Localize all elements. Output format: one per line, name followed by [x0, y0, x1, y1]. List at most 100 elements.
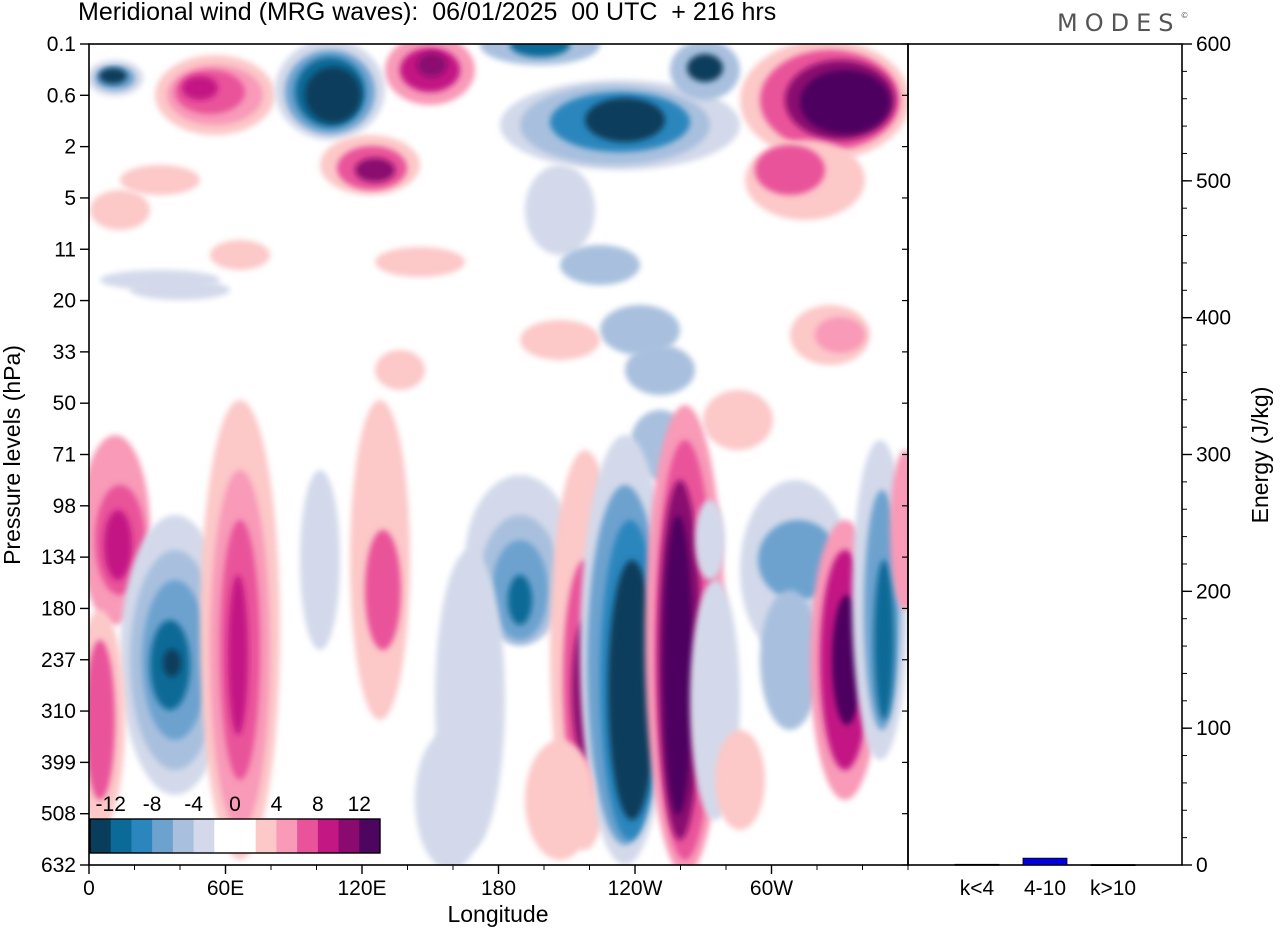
- y-tick-label: 20: [53, 290, 76, 313]
- y-tick-label: 71: [53, 444, 76, 467]
- y-tick-label: 508: [41, 803, 76, 826]
- energy-bar: [1022, 857, 1068, 866]
- contour-region: [99, 68, 127, 84]
- x-tick-label: 120W: [608, 877, 663, 900]
- colorbar-swatch: [110, 819, 132, 853]
- y-tick-label: 0.1: [47, 33, 76, 56]
- contour-region: [715, 730, 765, 830]
- energy-bar: [1090, 864, 1136, 866]
- contour-region: [760, 590, 820, 730]
- contour-region: [585, 98, 665, 142]
- colorbar-swatch: [193, 819, 215, 853]
- contour-region: [510, 44, 570, 57]
- energy-category-label: k>10: [1090, 877, 1136, 900]
- heatmap-x-axis: 0 60E 120E 180 120W 60W: [83, 865, 909, 900]
- contour-region: [375, 247, 465, 277]
- contour-region: [90, 190, 150, 230]
- contour-region: [375, 350, 425, 390]
- colorbar-label: 0: [229, 793, 241, 816]
- y-tick-label: 237: [41, 649, 76, 672]
- heatmap-y-axis-title: Pressure levels (hPa): [0, 345, 25, 565]
- y-tick-label: 33: [53, 341, 76, 364]
- colorbar-swatch: [131, 819, 153, 853]
- contour-region: [755, 145, 825, 195]
- contour-region: [608, 560, 656, 820]
- contour-region: [104, 510, 132, 580]
- contour-region: [520, 320, 600, 360]
- colorbar-label: -8: [143, 793, 162, 816]
- energy-bar: [954, 863, 1000, 866]
- energy-panel: 0 100 200 300 400 500 600 k<4 4-10 k>10 Energy (…: [907, 33, 1273, 900]
- energy-y-tick-label: 600: [1196, 33, 1231, 56]
- colorbar-label: 8: [312, 793, 324, 816]
- contour-region: [663, 515, 693, 815]
- contour-region: [525, 165, 595, 255]
- energy-y-tick-label: 400: [1196, 307, 1231, 330]
- energy-category-label: 4-10: [1024, 877, 1066, 900]
- contour-region: [687, 54, 723, 82]
- energy-y-tick-label: 300: [1196, 444, 1231, 467]
- energy-y-tick-label: 200: [1196, 580, 1231, 603]
- contour-region: [355, 158, 395, 182]
- contour-region: [89, 640, 115, 800]
- energy-y-tick-label: 500: [1196, 170, 1231, 193]
- colorbar-swatch: [214, 819, 236, 853]
- x-tick-label: 60E: [207, 877, 244, 900]
- contour-region: [182, 76, 218, 100]
- contour-region: [415, 730, 485, 865]
- heatmap-y-axis: 0.1 0.6 2 5 11 20 33 50 71 98 134 180 237 310 399 508 63…: [41, 33, 908, 877]
- colorbar-label: 12: [348, 793, 371, 816]
- energy-y-axis: 0 100 200 300 400 500 600: [1182, 33, 1231, 877]
- y-tick-label: 11: [54, 238, 76, 261]
- colorbar-label: -4: [184, 793, 203, 816]
- contour-region: [508, 575, 532, 625]
- logo-text: MODES: [1057, 9, 1181, 37]
- contour-region: [525, 740, 595, 860]
- colorbar-swatch: [276, 819, 298, 853]
- contour-region: [703, 390, 773, 450]
- energy-x-axis: k<4 4-10 k>10: [960, 877, 1136, 900]
- contour-region: [300, 470, 340, 650]
- colorbar: -12 -8 -4 0 4 8 12: [89, 793, 381, 854]
- contour-region: [228, 575, 248, 735]
- energy-y-tick-label: 100: [1196, 717, 1231, 740]
- x-tick-label: 120E: [337, 877, 386, 900]
- colorbar-swatch: [152, 819, 174, 853]
- contour-region: [305, 67, 361, 123]
- y-tick-label: 0.6: [47, 84, 76, 107]
- colorbar-swatch: [338, 819, 360, 853]
- colorbar-swatch: [297, 819, 319, 853]
- y-tick-label: 180: [41, 597, 76, 620]
- colorbar-label: 4: [271, 793, 283, 816]
- y-tick-label: 310: [41, 700, 76, 723]
- energy-y-axis-title: Energy (J/kg): [1247, 387, 1273, 524]
- contour-region: [625, 345, 695, 395]
- modes-logo: MODES©: [1057, 9, 1189, 37]
- contour-region: [163, 649, 181, 677]
- energy-frame: [907, 43, 1183, 866]
- y-tick-label: 632: [41, 854, 76, 877]
- energy-category-label: k<4: [960, 877, 995, 900]
- contour-region: [800, 70, 890, 134]
- contour-region: [210, 240, 270, 270]
- colorbar-swatch: [255, 819, 277, 853]
- energy-y-tick-label: 0: [1196, 854, 1208, 877]
- contour-region: [120, 165, 200, 195]
- colorbar-swatch: [317, 819, 340, 853]
- heatmap-panel: -12 -8 -4 0 4 8 12 0.1 0.6 2 5 11 20 33 50 71 98 134 180 2…: [0, 33, 909, 927]
- colorbar-swatch: [90, 819, 112, 853]
- contour-region: [600, 305, 680, 355]
- energy-bars: [954, 857, 1136, 866]
- heatmap-field: [89, 44, 908, 865]
- contour-region: [365, 530, 401, 650]
- y-tick-label: 134: [41, 546, 76, 569]
- x-tick-label: 0: [83, 877, 95, 900]
- contour-region: [815, 317, 865, 353]
- contour-region: [890, 450, 908, 610]
- x-tick-label: 180: [481, 877, 516, 900]
- y-tick-label: 50: [53, 392, 76, 415]
- colorbar-frame: [89, 818, 381, 854]
- contour-region: [130, 280, 230, 300]
- contour-region: [417, 53, 447, 77]
